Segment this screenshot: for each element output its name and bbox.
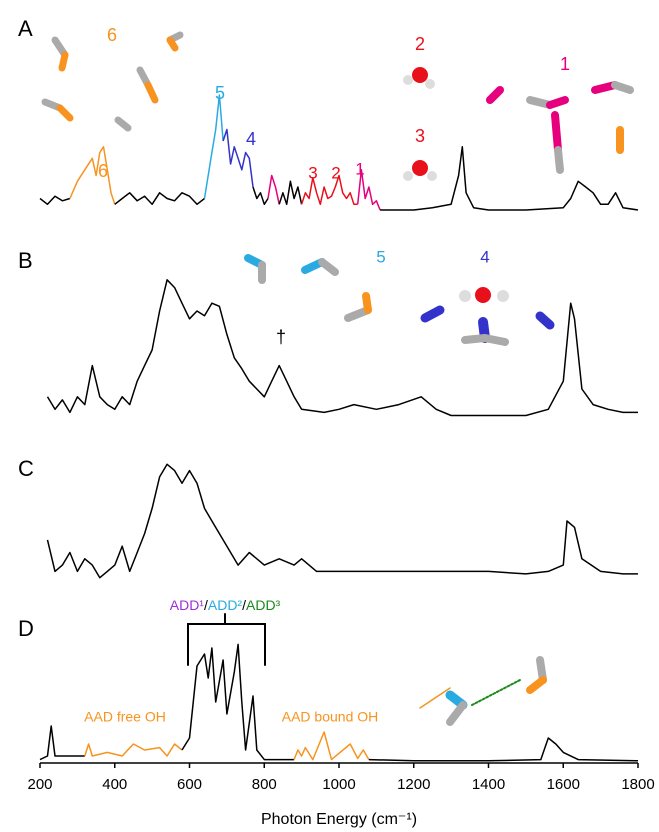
- annotation: †: [276, 327, 286, 347]
- annotation: 6: [98, 161, 108, 181]
- spectrum-line: [268, 176, 279, 205]
- spectrum-line: [253, 187, 268, 204]
- x-tick-label: 800: [252, 776, 277, 793]
- x-tick-label: 600: [177, 776, 202, 793]
- annotation: 4: [246, 129, 256, 149]
- spectrum-line: [380, 147, 638, 210]
- annotation: 1: [560, 54, 570, 74]
- annotation: ADD¹/ADD²/ADD³: [170, 597, 281, 613]
- panel-label: B: [18, 248, 33, 273]
- x-tick-label: 200: [27, 776, 52, 793]
- x-tick-label: 1200: [397, 776, 430, 793]
- annotation: 6: [107, 25, 117, 45]
- spectrum-line: [48, 464, 639, 577]
- x-tick-label: 1400: [472, 776, 505, 793]
- x-tick-label: 1000: [322, 776, 355, 793]
- annotation-part: ADD¹: [170, 597, 205, 613]
- spectrum-line: [115, 193, 205, 205]
- annotation: 5: [376, 247, 385, 266]
- panel-label: C: [18, 456, 34, 481]
- spectrum-line: [40, 726, 85, 760]
- spectrum-line: [70, 147, 115, 205]
- spectrum-line: [279, 181, 301, 204]
- spectrum-line: [205, 95, 224, 199]
- figure: A6654321231B54†CDADD¹/ADD²/ADD³AAD free …: [0, 0, 659, 832]
- spectrum-line: [182, 644, 294, 759]
- spectrum-line: [85, 744, 182, 756]
- panel-label: D: [18, 616, 34, 641]
- spectrum-line: [48, 280, 639, 416]
- x-tick-label: 1600: [547, 776, 580, 793]
- x-axis-label: Photon Energy (cm⁻¹): [261, 811, 417, 828]
- molecules: [45, 35, 630, 722]
- x-tick-label: 1800: [621, 776, 654, 793]
- annotation: 2: [415, 34, 425, 54]
- annotation-part: ADD²: [208, 597, 243, 613]
- annotation: 4: [480, 247, 489, 266]
- annotation-part: ADD³: [246, 597, 281, 613]
- annotation: 3: [415, 126, 425, 146]
- annotation: 5: [215, 83, 225, 103]
- spectrum-line: [369, 738, 638, 761]
- annotation: 2: [331, 163, 340, 182]
- spectrum-line: [294, 732, 369, 760]
- annotation: AAD bound OH: [282, 709, 379, 725]
- panel-label: A: [18, 16, 33, 41]
- annotation: AAD free OH: [84, 709, 166, 725]
- annotation: 1: [355, 159, 364, 178]
- x-tick-label: 400: [102, 776, 127, 793]
- spectrum-line: [40, 196, 70, 204]
- annotation: 3: [308, 163, 317, 182]
